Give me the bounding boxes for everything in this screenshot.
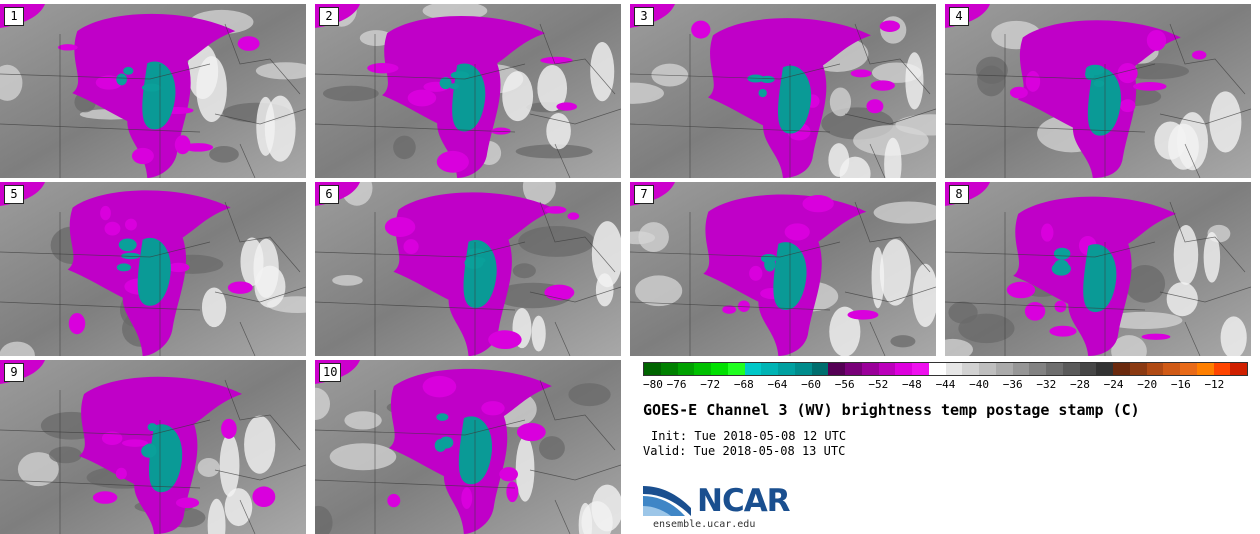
brightness-temp-map bbox=[0, 182, 306, 356]
colorbar-tick-label: −64 bbox=[767, 378, 788, 391]
colorbar-cell bbox=[1012, 363, 1030, 375]
colorbar-tick-label: −12 bbox=[1204, 378, 1225, 391]
colorbar-cell bbox=[1180, 363, 1197, 375]
colorbar-tick-label: −28 bbox=[1070, 378, 1090, 391]
colorbar-cell bbox=[778, 363, 795, 375]
colorbar-cell bbox=[1062, 363, 1080, 375]
colorbar-cell bbox=[845, 363, 862, 375]
stamp-panel: 3 bbox=[630, 4, 936, 178]
colorbar-cell bbox=[811, 363, 829, 375]
figure-title: GOES-E Channel 3 (WV) brightness temp po… bbox=[643, 401, 1140, 419]
colorbar-tick-label: −56 bbox=[834, 378, 855, 391]
colorbar-cell bbox=[761, 363, 778, 375]
stamp-panel: 1 bbox=[0, 4, 306, 178]
colorbar-tick-label: −40 bbox=[969, 378, 990, 391]
ncar-url: ensemble.ucar.edu bbox=[653, 519, 756, 530]
stamp-panel: 10 bbox=[315, 360, 621, 534]
colorbar-tick-label: −72 bbox=[700, 378, 721, 391]
colorbar-cell bbox=[878, 363, 896, 375]
colorbar-ticks: −80 −76 −72 −68 −64 −60 −56 −52 −48 −44 −40 −36 −32−… bbox=[643, 378, 1248, 392]
panel-number: 9 bbox=[4, 363, 24, 382]
colorbar-cell bbox=[1113, 363, 1130, 375]
colorbar-cell bbox=[1213, 363, 1231, 375]
stamp-panel: 6 bbox=[315, 182, 621, 356]
brightness-temp-map bbox=[315, 4, 621, 178]
brightness-temp-map bbox=[630, 182, 936, 356]
colorbar-tick-label: −68 bbox=[733, 378, 754, 391]
colorbar bbox=[643, 362, 1248, 376]
panel-number: 5 bbox=[4, 185, 24, 204]
ncar-logo-icon bbox=[643, 486, 691, 516]
panel-number: 4 bbox=[949, 7, 969, 26]
colorbar-tick-label: −44 bbox=[935, 378, 956, 391]
stamp-panel: 4 bbox=[945, 4, 1251, 178]
colorbar-cell bbox=[1163, 363, 1180, 375]
colorbar-cell bbox=[1046, 363, 1063, 375]
brightness-temp-map bbox=[945, 4, 1251, 178]
panel-number: 2 bbox=[319, 7, 339, 26]
colorbar-cell bbox=[694, 363, 711, 375]
colorbar-cell bbox=[1079, 363, 1097, 375]
colorbar-cell bbox=[962, 363, 979, 375]
colorbar-cell bbox=[794, 363, 812, 375]
colorbar-tick-label: −16 bbox=[1170, 378, 1191, 391]
colorbar-cell bbox=[1129, 363, 1147, 375]
ncar-logo-text: NCAR bbox=[697, 483, 791, 519]
stamp-panel: 9 bbox=[0, 360, 306, 534]
stamp-panel: 2 bbox=[315, 4, 621, 178]
colorbar-cell bbox=[660, 363, 678, 375]
panel-number: 10 bbox=[319, 363, 342, 382]
panel-number: 7 bbox=[634, 185, 654, 204]
stamp-panel: 8 bbox=[945, 182, 1251, 356]
colorbar-tick-label: −80 bbox=[643, 378, 663, 391]
panel-number: 6 bbox=[319, 185, 339, 204]
colorbar-cell bbox=[1029, 363, 1046, 375]
panel-number: 1 bbox=[4, 7, 24, 26]
colorbar-cell bbox=[1196, 363, 1214, 375]
stamp-panel: 7 bbox=[630, 182, 936, 356]
brightness-temp-map bbox=[0, 360, 306, 534]
colorbar-cell bbox=[979, 363, 996, 375]
colorbar-cell bbox=[744, 363, 762, 375]
init-time: Init: Tue 2018-05-08 12 UTC bbox=[651, 429, 847, 443]
colorbar-cell bbox=[861, 363, 879, 375]
stamp-panel: 5 bbox=[0, 182, 306, 356]
colorbar-cell bbox=[995, 363, 1013, 375]
brightness-temp-map bbox=[315, 182, 621, 356]
colorbar-cell bbox=[644, 363, 661, 375]
brightness-temp-map bbox=[0, 4, 306, 178]
panel-number: 8 bbox=[949, 185, 969, 204]
colorbar-tick-label: −48 bbox=[901, 378, 922, 391]
colorbar-cell bbox=[928, 363, 946, 375]
colorbar-cell bbox=[912, 363, 929, 375]
colorbar-cell bbox=[727, 363, 745, 375]
colorbar-tick-label: −60 bbox=[801, 378, 821, 391]
colorbar-tick-label: −52 bbox=[868, 378, 889, 391]
colorbar-tick-label: −76 bbox=[666, 378, 687, 391]
valid-time: Valid: Tue 2018-05-08 13 UTC bbox=[643, 444, 846, 458]
colorbar-cell bbox=[1230, 363, 1247, 375]
colorbar-tick-label: −32 bbox=[1036, 378, 1057, 391]
panel-number: 3 bbox=[634, 7, 654, 26]
colorbar-cell bbox=[677, 363, 695, 375]
colorbar-tick-label: −24 bbox=[1103, 378, 1124, 391]
colorbar-tick-label: −36 bbox=[1002, 378, 1023, 391]
colorbar-cell bbox=[711, 363, 728, 375]
colorbar-tick-label: −20 bbox=[1137, 378, 1158, 391]
colorbar-cell bbox=[895, 363, 912, 375]
colorbar-cell bbox=[945, 363, 963, 375]
brightness-temp-map bbox=[315, 360, 621, 534]
colorbar-cell bbox=[828, 363, 845, 375]
colorbar-cell bbox=[1096, 363, 1113, 375]
brightness-temp-map bbox=[945, 182, 1251, 356]
colorbar-cell bbox=[1146, 363, 1164, 375]
brightness-temp-map bbox=[630, 4, 936, 178]
